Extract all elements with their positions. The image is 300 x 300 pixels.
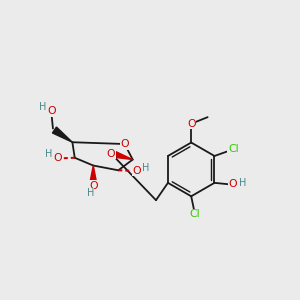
Polygon shape [112,151,133,160]
Polygon shape [90,166,97,182]
Text: O: O [187,119,196,129]
Text: O: O [107,148,116,159]
Text: O: O [47,106,56,116]
Text: H: H [142,163,149,173]
Text: H: H [87,188,94,198]
Polygon shape [52,127,72,142]
Text: H: H [45,149,53,159]
Text: Cl: Cl [189,209,200,219]
Text: O: O [89,181,98,190]
Text: O: O [229,179,237,189]
Text: Cl: Cl [228,144,238,154]
Text: H: H [239,178,246,188]
Text: O: O [53,153,62,164]
Text: O: O [120,139,129,149]
Text: H: H [39,102,46,112]
Text: O: O [133,166,141,176]
